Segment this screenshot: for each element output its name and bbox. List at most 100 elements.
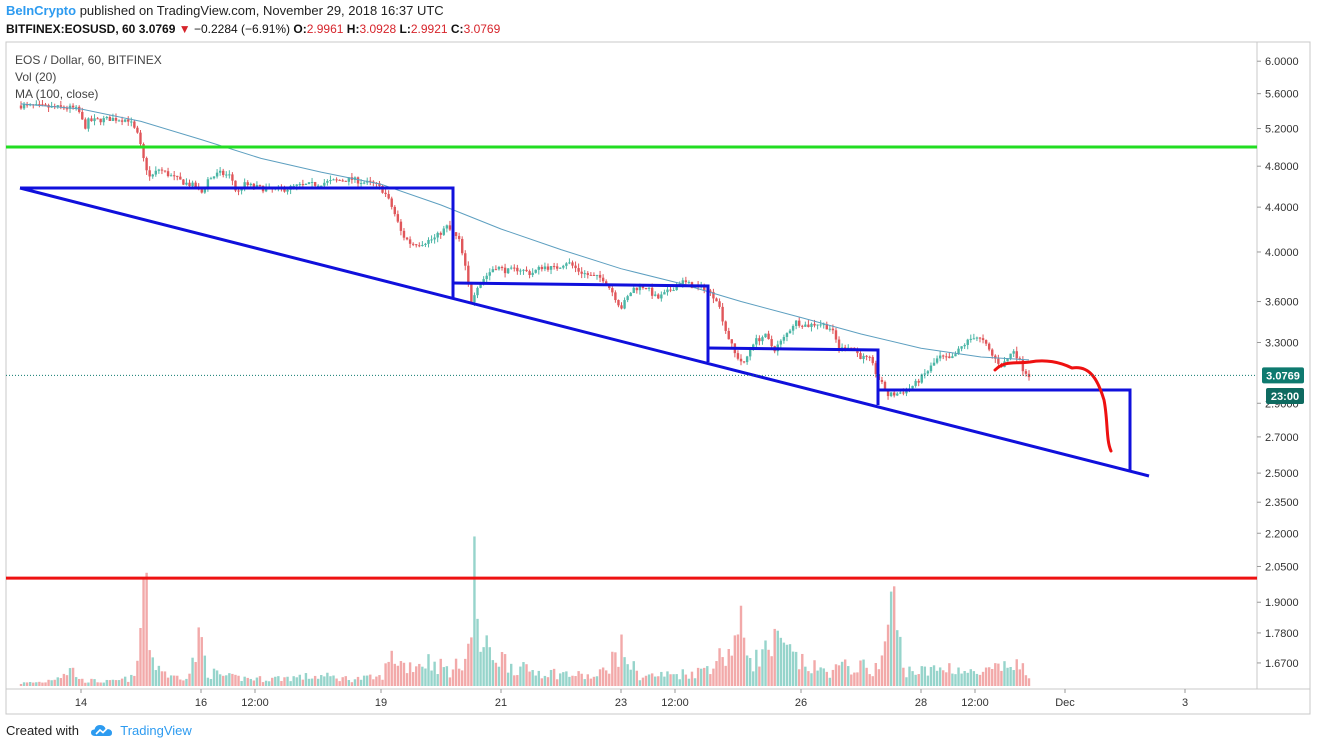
volume-bar (856, 672, 859, 686)
volume-bar (111, 679, 115, 686)
candle-body (408, 239, 412, 244)
candle-body (727, 330, 730, 340)
candle-body (457, 235, 461, 239)
candle-body (963, 344, 966, 347)
volume-bar (810, 673, 813, 686)
candle-body (424, 243, 427, 245)
candle-body (108, 116, 112, 121)
candle-body (807, 324, 810, 327)
volume-bar (387, 661, 390, 686)
candle-body (494, 269, 498, 271)
candle-body (433, 237, 436, 240)
volume-bar (681, 669, 684, 686)
candle-body (788, 330, 792, 334)
candle-body (427, 239, 430, 244)
volume-bar (540, 678, 544, 686)
candle-body (601, 277, 605, 282)
candle-body (638, 286, 642, 291)
candle-body (994, 355, 997, 359)
price-tick-label: 3.3000 (1265, 337, 1299, 349)
volume-bar (644, 675, 648, 686)
price-tick-label: 1.9000 (1265, 597, 1299, 609)
volume-bar (50, 680, 53, 686)
volume-bar (172, 675, 176, 686)
candle-body (816, 324, 819, 326)
volume-bar (19, 683, 23, 686)
volume-bar (798, 669, 801, 686)
volume-bar (411, 672, 415, 686)
candle-body (663, 292, 666, 295)
time-tick-label: 23 (615, 697, 627, 709)
volume-bar (598, 669, 602, 686)
candle-body (911, 385, 914, 389)
volume-bar (972, 671, 976, 686)
candle-body (454, 232, 458, 236)
volume-bar (390, 650, 393, 686)
volume-bar (905, 677, 908, 686)
candle-body (543, 266, 547, 270)
volume-bar (847, 666, 850, 686)
volume-bar (843, 659, 847, 686)
candle-body (497, 266, 501, 270)
price-tick-label: 2.0500 (1265, 561, 1299, 573)
volume-bar (975, 673, 979, 686)
candle-body (896, 393, 899, 396)
candle-body (525, 269, 528, 272)
volume-bar (424, 668, 427, 686)
candle-body (555, 266, 559, 269)
volume-bar (298, 674, 302, 686)
volume-bar (589, 678, 593, 686)
candle-body (644, 287, 648, 289)
price-tick-label: 5.6000 (1265, 89, 1299, 101)
candle-body (506, 268, 510, 274)
candle-body (228, 174, 231, 176)
candle-body (194, 182, 197, 188)
price-tick-label: 3.6000 (1265, 297, 1299, 309)
candle-body (176, 175, 179, 177)
volume-bar (883, 641, 887, 686)
candle-body (185, 182, 188, 185)
range-box-1 (20, 186, 455, 298)
volume-bar (78, 678, 81, 686)
volume-bar (794, 651, 798, 686)
volume-bar (87, 682, 90, 686)
candle-body (709, 290, 712, 292)
candle-body (500, 266, 504, 268)
candle-body (120, 120, 124, 122)
candle-body (78, 106, 81, 112)
tradingview-link[interactable]: TradingView (120, 723, 192, 738)
candle-body (332, 179, 335, 181)
candle-body (929, 365, 933, 372)
volume-bar (488, 647, 491, 686)
volume-bar (770, 656, 773, 686)
candle-body (755, 338, 758, 345)
candle-body (206, 179, 210, 188)
candle-body (978, 337, 982, 339)
volume-bar (638, 680, 642, 686)
volume-bar (709, 674, 712, 686)
volume-bar (197, 627, 200, 686)
publish-header: BeInCrypto published on TradingView.com,… (6, 3, 444, 18)
volume-bar (451, 669, 455, 686)
volume-bar (991, 668, 994, 686)
volume-bar (503, 654, 507, 686)
candle-body (439, 232, 442, 235)
published-text: published on TradingView.com, November 2… (79, 3, 444, 18)
volume-bar (543, 675, 547, 686)
close-label: C: (450, 22, 464, 36)
candle-body (975, 337, 979, 339)
brand-name[interactable]: BeInCrypto (6, 3, 77, 18)
candle-body (546, 266, 550, 270)
candle-body (90, 118, 93, 122)
volume-bar (666, 671, 669, 686)
volume-bar (620, 634, 623, 686)
candle-body (981, 338, 985, 341)
candle-body (87, 118, 90, 129)
candle-body (243, 182, 246, 189)
volume-bar (160, 671, 164, 686)
candle-body (586, 273, 590, 275)
volume-bar (945, 672, 948, 686)
volume-bar (678, 679, 681, 686)
candle-body (942, 355, 945, 357)
